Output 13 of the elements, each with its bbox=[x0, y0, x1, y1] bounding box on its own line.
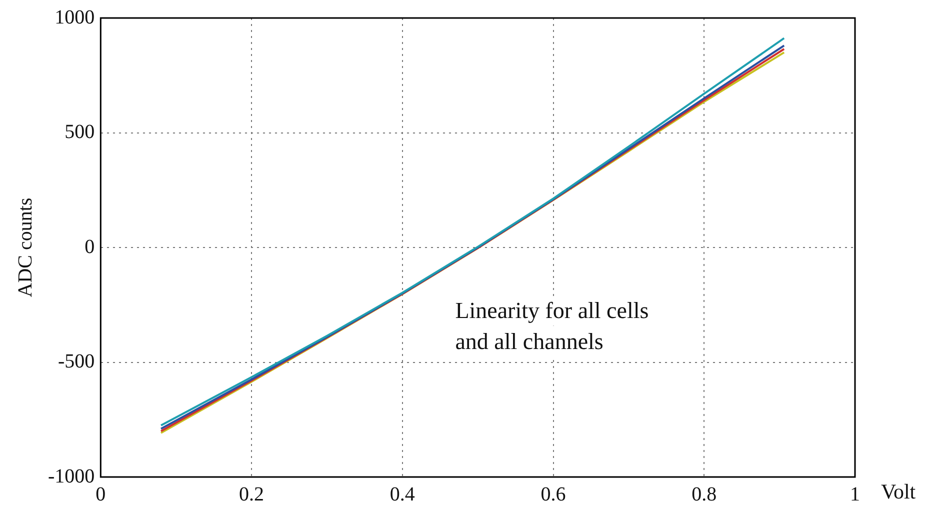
x-tick-label: 1 bbox=[850, 483, 860, 506]
y-tick-label: -500 bbox=[58, 350, 95, 372]
x-tick-label: 0.2 bbox=[239, 483, 264, 506]
y-tick-label: 1000 bbox=[54, 6, 95, 28]
annotation: Linearity for all cells and all channels bbox=[455, 298, 649, 354]
x-axis-title: Volt bbox=[881, 480, 916, 504]
x-tick-label: 0.6 bbox=[540, 483, 566, 506]
y-tick-label: -1000 bbox=[48, 465, 95, 488]
y-tick-label: 0 bbox=[84, 236, 95, 258]
x-tick-label: 0.4 bbox=[390, 483, 415, 506]
x-tick-label: 0.8 bbox=[692, 483, 717, 506]
y-axis-title: ADC counts bbox=[14, 198, 36, 298]
y-tick-label: 500 bbox=[64, 121, 95, 143]
